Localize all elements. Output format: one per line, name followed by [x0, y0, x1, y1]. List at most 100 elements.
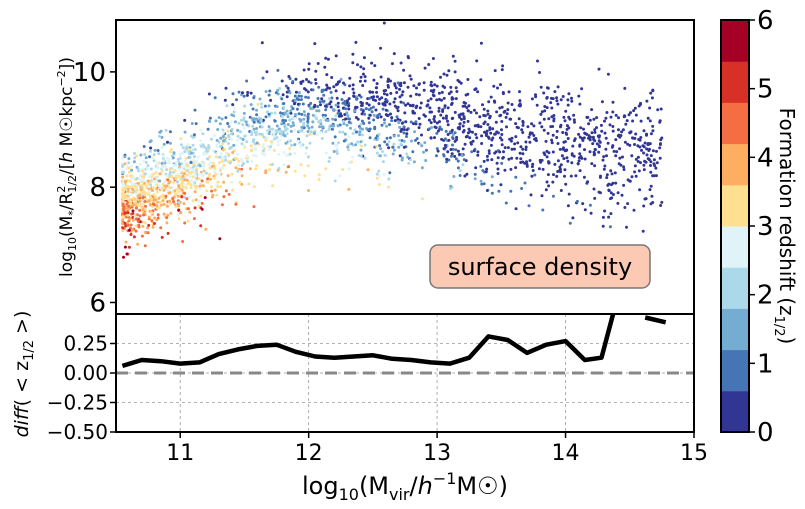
scatter-point	[353, 109, 356, 113]
scatter-point	[160, 169, 164, 173]
scatter-point	[496, 172, 500, 175]
scatter-point	[429, 80, 433, 84]
scatter-point	[182, 202, 186, 206]
scatter-point	[623, 114, 626, 118]
scatter-point	[143, 200, 147, 204]
scatter-point	[512, 108, 516, 112]
scatter-point	[599, 174, 602, 178]
scatter-point	[492, 84, 496, 88]
scatter-point	[533, 137, 537, 141]
scatter-point	[351, 132, 355, 135]
scatter-point	[654, 174, 658, 178]
scatter-point	[608, 225, 612, 229]
scatter-point	[437, 91, 441, 95]
scatter-point	[579, 126, 583, 130]
scatter-point	[556, 142, 560, 145]
scatter-point	[245, 123, 249, 127]
scatter-point	[632, 208, 636, 212]
scatter-point	[460, 117, 463, 121]
scatter-point	[611, 110, 615, 114]
scatter-point	[126, 213, 130, 217]
scatter-point	[545, 96, 549, 100]
scatter-point	[342, 81, 345, 85]
scatter-point	[186, 143, 190, 147]
scatter-point	[510, 136, 514, 140]
scatter-point	[614, 181, 618, 185]
scatter-point	[387, 185, 391, 189]
scatter-point	[230, 180, 234, 184]
scatter-point	[219, 185, 223, 188]
scatter-point	[571, 216, 575, 220]
scatter-point	[519, 103, 522, 107]
scatter-point	[136, 203, 140, 207]
scatter-point	[142, 145, 146, 148]
scatter-point	[563, 119, 567, 123]
scatter-point	[510, 103, 514, 106]
scatter-point	[532, 134, 536, 137]
scatter-point	[269, 98, 273, 102]
scatter-point	[505, 112, 509, 116]
scatter-point	[360, 104, 363, 108]
scatter-point	[199, 144, 203, 148]
scatter-point	[655, 149, 658, 153]
scatter-point	[367, 128, 371, 132]
scatter-point	[342, 91, 346, 95]
scatter-point	[604, 147, 608, 151]
scatter-point	[467, 104, 471, 108]
scatter-point	[634, 174, 638, 178]
scatter-point	[241, 123, 245, 127]
scatter-point	[597, 145, 601, 149]
scatter-point	[659, 142, 662, 146]
scatter-point	[143, 153, 147, 156]
scatter-point	[217, 116, 221, 120]
scatter-point	[129, 202, 132, 206]
scatter-point	[280, 79, 284, 83]
scatter-point	[645, 153, 649, 157]
scatter-point	[141, 189, 145, 193]
scatter-point	[227, 142, 230, 145]
scatter-point	[187, 150, 191, 154]
scatter-point	[151, 186, 155, 190]
scatter-point	[556, 85, 560, 89]
scatter-point	[129, 223, 133, 227]
scatter-point	[240, 157, 243, 161]
scatter-point	[196, 155, 200, 159]
scatter-point	[183, 221, 187, 225]
scatter-point	[361, 72, 365, 76]
scatter-point	[255, 141, 259, 145]
scatter-point	[335, 96, 339, 100]
scatter-point	[500, 128, 503, 132]
scatter-point	[164, 194, 168, 198]
scatter-point	[273, 119, 277, 123]
scatter-point	[201, 184, 205, 188]
scatter-point	[521, 147, 525, 151]
scatter-point	[173, 202, 177, 206]
scatter-point	[296, 102, 300, 106]
scatter-point	[456, 159, 460, 163]
scatter-point	[404, 120, 408, 124]
scatter-point	[545, 180, 549, 184]
scatter-point	[254, 154, 258, 158]
scatter-point	[250, 159, 254, 163]
scatter-point	[373, 64, 377, 68]
scatter-point	[353, 128, 357, 132]
scatter-point	[545, 155, 549, 159]
scatter-point	[359, 148, 363, 152]
scatter-point	[586, 180, 590, 184]
scatter-point	[146, 179, 150, 183]
scatter-point	[261, 76, 265, 80]
scatter-point	[480, 182, 484, 186]
scatter-point	[426, 99, 430, 103]
scatter-point	[310, 125, 314, 129]
scatter-point	[148, 140, 152, 144]
scatter-point	[335, 143, 339, 147]
scatter-point	[530, 122, 534, 126]
scatter-point	[299, 98, 303, 102]
scatter-point	[347, 97, 351, 101]
scatter-point	[551, 194, 555, 198]
scatter-point	[255, 127, 259, 130]
scatter-point	[601, 158, 605, 162]
scatter-point	[408, 103, 412, 107]
scatter-point	[309, 81, 313, 85]
scatter-point	[559, 163, 563, 167]
